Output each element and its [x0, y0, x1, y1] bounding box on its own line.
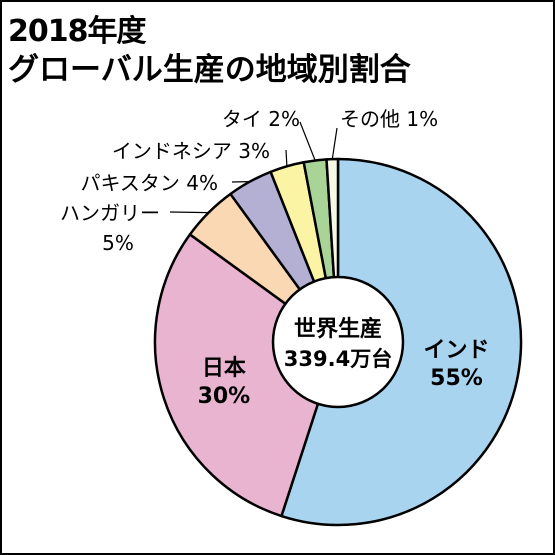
- leader-line-4: [285, 149, 288, 167]
- slice-label-5-line-0: タイ 2%: [222, 107, 300, 131]
- donut-center: [271, 275, 405, 409]
- slice-label-2-line-1: 5%: [102, 231, 134, 255]
- pie-slice-1: [153, 233, 340, 518]
- slice-label-2-line-0: ハンガリー: [60, 201, 160, 225]
- leader-line-2: [169, 211, 209, 214]
- chart-title-main: グローバル生産の地域別割合: [8, 52, 411, 88]
- slice-label-3-line-0: パキスタン 4%: [81, 171, 219, 195]
- leader-line-6: [331, 127, 338, 160]
- slice-label-0-line-1: 55%: [430, 366, 483, 391]
- leader-line-5: [299, 121, 316, 161]
- slice-label-0-line-0: インド: [423, 338, 489, 363]
- chart-title-year: 2018年度: [8, 14, 146, 49]
- slice-label-6-line-0: その他 1%: [340, 107, 438, 131]
- slice-label-1-line-0: 日本: [202, 356, 246, 381]
- slice-label-1-line-1: 30%: [198, 384, 251, 409]
- slice-label-4-line-0: インドネシア 3%: [112, 139, 270, 163]
- center-label-0: 世界生産: [294, 316, 382, 342]
- center-label-1: 339.4万台: [284, 347, 392, 371]
